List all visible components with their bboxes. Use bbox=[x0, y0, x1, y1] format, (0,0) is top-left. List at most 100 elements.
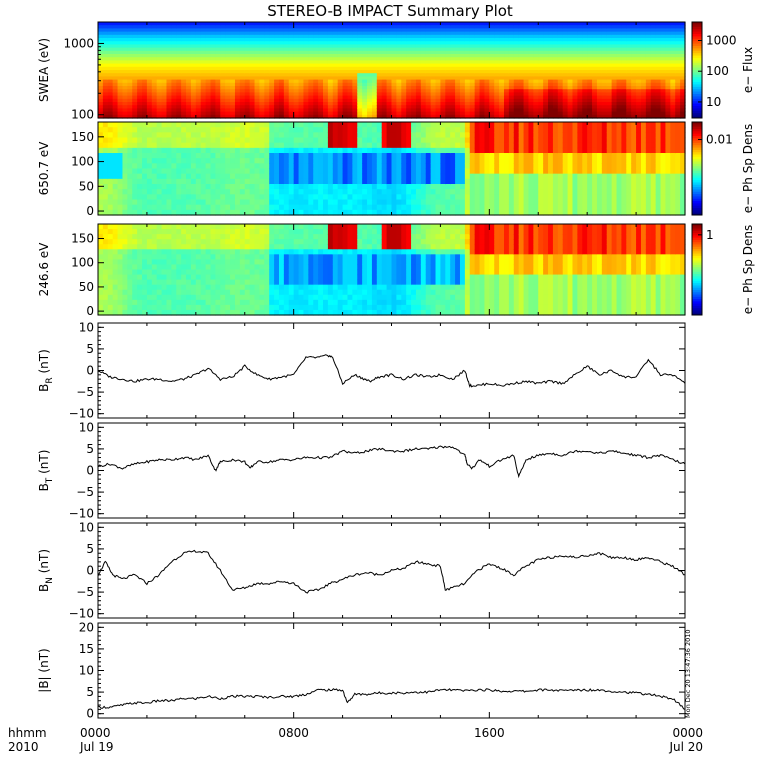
heatmap-cell bbox=[636, 76, 642, 81]
heatmap-cell bbox=[445, 63, 451, 68]
heatmap-cell bbox=[381, 204, 388, 211]
heatmap-cell bbox=[362, 28, 368, 33]
heatmap-cell bbox=[327, 108, 334, 113]
heatmap-cell bbox=[362, 209, 368, 216]
heatmap-cell bbox=[332, 95, 339, 100]
heatmap-cell bbox=[298, 92, 305, 97]
heatmap-cell bbox=[371, 25, 378, 29]
heatmap-cell bbox=[98, 189, 104, 195]
heatmap-cell bbox=[264, 89, 270, 93]
heatmap-cell bbox=[386, 153, 393, 159]
heatmap-cell bbox=[181, 76, 187, 81]
heatmap-cell bbox=[572, 102, 578, 106]
heatmap-cell bbox=[636, 92, 642, 97]
heatmap-cell bbox=[425, 204, 432, 211]
heatmap-cell bbox=[278, 194, 285, 201]
heatmap-cell bbox=[352, 163, 358, 170]
heatmap-cell bbox=[181, 137, 187, 144]
heatmap-cell bbox=[381, 173, 388, 180]
heatmap-cell bbox=[675, 66, 681, 71]
heatmap-cell bbox=[132, 209, 138, 216]
heatmap-cell bbox=[210, 127, 216, 133]
heatmap-cell bbox=[137, 102, 143, 106]
heatmap-cell bbox=[298, 38, 305, 42]
heatmap-cell bbox=[636, 34, 642, 39]
heatmap-cell bbox=[357, 132, 363, 139]
heatmap-cell bbox=[244, 204, 251, 211]
heatmap-cell bbox=[318, 92, 324, 97]
heatmap-cell bbox=[230, 44, 236, 49]
heatmap-cell bbox=[508, 25, 515, 29]
heatmap-cell bbox=[200, 204, 207, 211]
heatmap-cell bbox=[146, 57, 153, 61]
heatmap-cell bbox=[283, 82, 290, 87]
heatmap-cell bbox=[347, 82, 353, 87]
colorbar-swatch bbox=[692, 24, 702, 28]
heatmap-cell bbox=[259, 63, 265, 68]
heatmap-cell bbox=[337, 95, 344, 100]
heatmap-cell bbox=[274, 38, 280, 42]
heatmap-cell bbox=[308, 194, 314, 201]
heatmap-cell bbox=[557, 92, 564, 97]
heatmap-cell bbox=[362, 147, 368, 154]
heatmap-cell bbox=[352, 76, 358, 81]
heatmap-cell bbox=[308, 38, 314, 42]
heatmap-cell bbox=[352, 127, 358, 133]
heatmap-cell bbox=[283, 54, 290, 58]
heatmap-cell bbox=[190, 66, 197, 71]
heatmap-cell bbox=[450, 25, 456, 29]
heatmap-cell bbox=[186, 47, 192, 52]
heatmap-cell bbox=[469, 105, 476, 109]
heatmap-cell bbox=[166, 137, 172, 144]
heatmap-cell bbox=[181, 28, 187, 33]
heatmap-cell bbox=[156, 60, 163, 65]
heatmap-cell bbox=[371, 111, 378, 116]
heatmap-cell bbox=[450, 132, 456, 139]
heatmap-cell bbox=[137, 108, 143, 113]
heatmap-cell bbox=[450, 63, 456, 68]
heatmap-cell bbox=[234, 105, 241, 109]
heatmap-cell bbox=[450, 47, 456, 52]
heatmap-cell bbox=[122, 158, 128, 164]
heatmap-cell bbox=[166, 57, 172, 61]
heatmap-cell bbox=[259, 28, 265, 33]
heatmap-cell bbox=[450, 102, 456, 106]
heatmap-cell bbox=[435, 189, 442, 195]
heatmap-cell bbox=[323, 178, 329, 185]
heatmap-cell bbox=[308, 111, 314, 116]
heatmap-cell bbox=[459, 158, 466, 164]
heatmap-cell bbox=[264, 44, 270, 49]
heatmap-cell bbox=[538, 95, 544, 100]
heatmap-cell bbox=[342, 105, 349, 109]
heatmap-cell bbox=[420, 22, 427, 26]
heatmap-cell bbox=[381, 147, 388, 154]
heatmap-cell bbox=[308, 189, 314, 195]
heatmap-cell bbox=[362, 44, 368, 49]
heatmap-cell bbox=[122, 199, 128, 206]
colorbar-tick-label: 100 bbox=[706, 64, 729, 78]
heatmap-cell bbox=[122, 22, 128, 26]
heatmap-cell bbox=[342, 54, 349, 58]
heatmap-cell bbox=[249, 86, 256, 90]
heatmap-cell bbox=[347, 57, 353, 61]
heatmap-cell bbox=[146, 25, 153, 29]
heatmap-cell bbox=[626, 57, 632, 61]
heatmap-cell bbox=[367, 25, 373, 29]
heatmap-cell bbox=[411, 194, 417, 201]
heatmap-cell bbox=[357, 102, 363, 106]
heatmap-cell bbox=[210, 114, 216, 119]
heatmap-cell bbox=[616, 57, 623, 61]
heatmap-cell bbox=[102, 60, 109, 65]
heatmap-cell bbox=[117, 168, 124, 175]
heatmap-cell bbox=[200, 98, 207, 103]
heatmap-cell bbox=[249, 66, 256, 71]
heatmap-cell bbox=[381, 199, 388, 206]
heatmap-cell bbox=[107, 178, 114, 185]
heatmap-cell bbox=[318, 47, 324, 52]
heatmap-cell bbox=[425, 47, 432, 52]
heatmap-cell bbox=[249, 111, 256, 116]
heatmap-cell bbox=[567, 38, 574, 42]
heatmap-cell bbox=[459, 98, 466, 103]
heatmap-cell bbox=[225, 168, 231, 175]
heatmap-cell bbox=[181, 54, 187, 58]
